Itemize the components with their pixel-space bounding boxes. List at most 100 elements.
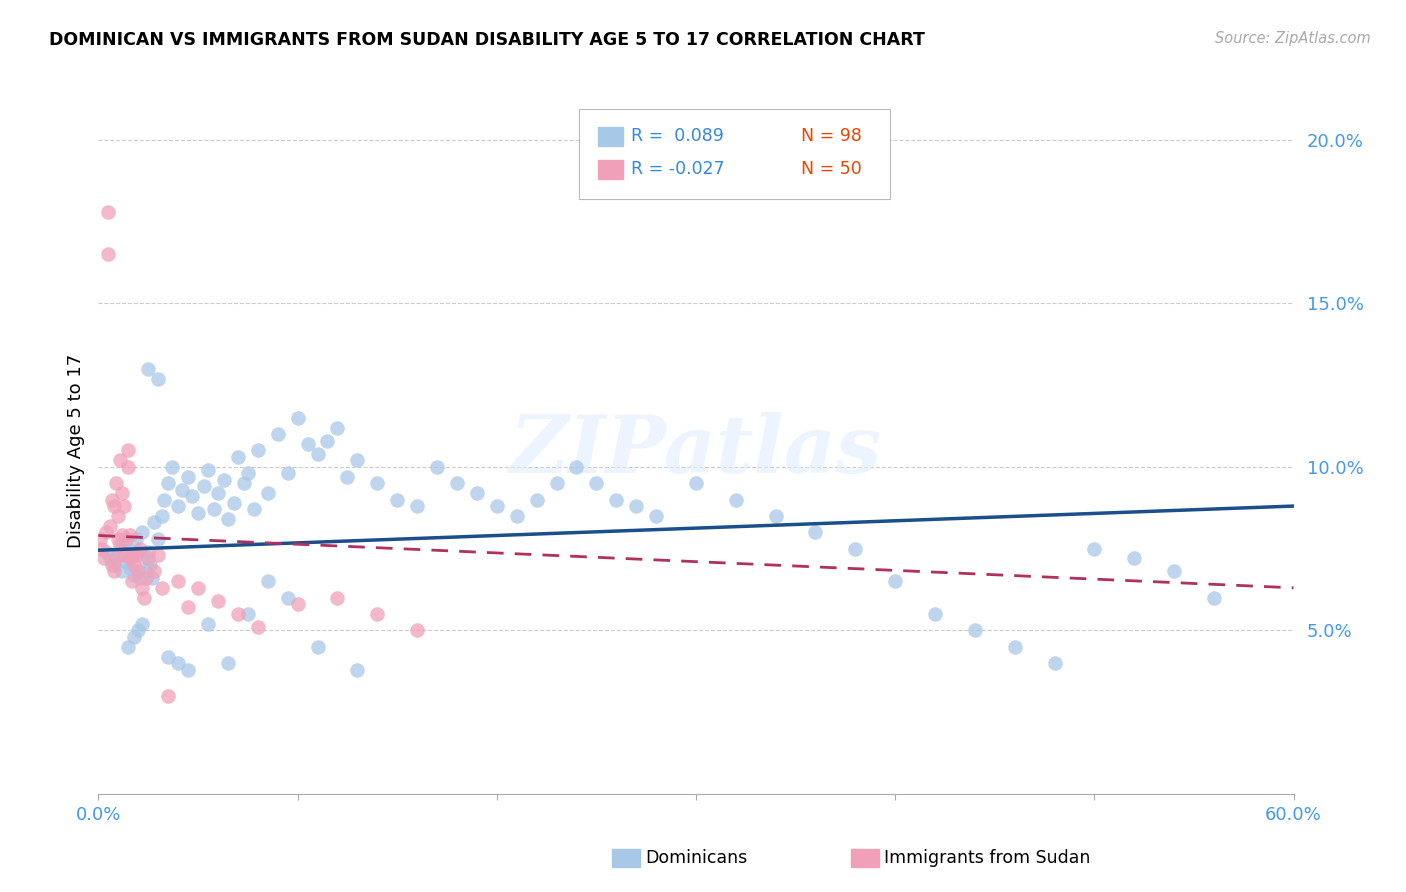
Point	[121, 574, 143, 589]
Point	[121, 548, 143, 562]
Point	[124, 567, 146, 582]
Point	[143, 516, 166, 530]
Point	[1043, 656, 1066, 670]
Point	[131, 616, 153, 631]
Point	[526, 492, 548, 507]
Point	[148, 532, 170, 546]
Point	[135, 565, 157, 579]
Point	[236, 467, 259, 481]
Point	[96, 545, 118, 559]
Point	[406, 499, 429, 513]
Point	[129, 571, 152, 585]
Point	[103, 558, 125, 572]
Point	[565, 459, 588, 474]
Text: N = 50: N = 50	[801, 161, 862, 178]
Point	[197, 616, 219, 631]
Point	[127, 545, 149, 559]
Point	[153, 492, 176, 507]
Point	[167, 656, 190, 670]
Point	[336, 469, 359, 483]
Point	[346, 453, 368, 467]
Point	[125, 548, 148, 562]
Point	[134, 551, 156, 566]
Point	[884, 574, 907, 589]
Point	[101, 492, 124, 507]
Point	[98, 551, 122, 566]
Point	[307, 447, 329, 461]
Point	[136, 545, 159, 559]
Point	[446, 476, 468, 491]
Text: Source: ZipAtlas.com: Source: ZipAtlas.com	[1215, 31, 1371, 46]
Point	[724, 492, 747, 507]
Point	[120, 551, 142, 566]
Point	[111, 486, 134, 500]
Point	[217, 656, 239, 670]
Y-axis label: Disability Age 5 to 17: Disability Age 5 to 17	[66, 353, 84, 548]
Point	[172, 483, 194, 497]
Point	[212, 473, 235, 487]
Text: Dominicans: Dominicans	[645, 849, 748, 867]
Point	[117, 459, 139, 474]
Point	[101, 558, 124, 572]
Point	[256, 486, 278, 500]
Point	[187, 581, 209, 595]
Text: R = -0.027: R = -0.027	[631, 161, 725, 178]
Point	[97, 247, 120, 261]
Point	[96, 525, 118, 540]
Point	[121, 548, 143, 562]
Point	[1163, 565, 1185, 579]
Point	[804, 525, 827, 540]
Point	[107, 532, 129, 546]
Point	[406, 624, 429, 638]
Point	[134, 591, 156, 605]
Point	[546, 476, 568, 491]
Point	[105, 476, 128, 491]
Point	[117, 640, 139, 654]
Point	[135, 571, 157, 585]
Point	[131, 581, 153, 595]
Point	[1083, 541, 1105, 556]
Point	[110, 453, 132, 467]
Text: N = 98: N = 98	[801, 128, 862, 145]
Point	[167, 499, 190, 513]
Point	[129, 541, 152, 556]
Text: DOMINICAN VS IMMIGRANTS FROM SUDAN DISABILITY AGE 5 TO 17 CORRELATION CHART: DOMINICAN VS IMMIGRANTS FROM SUDAN DISAB…	[49, 31, 925, 49]
Point	[117, 541, 139, 556]
Point	[150, 508, 173, 523]
Text: ZIPatlas: ZIPatlas	[510, 412, 882, 489]
Point	[167, 574, 190, 589]
Point	[103, 499, 125, 513]
Point	[150, 581, 173, 595]
Point	[1004, 640, 1026, 654]
Point	[136, 551, 159, 566]
Point	[297, 437, 319, 451]
Point	[93, 551, 115, 566]
Point	[148, 371, 170, 385]
Point	[97, 204, 120, 219]
Point	[465, 486, 488, 500]
Point	[226, 607, 249, 621]
Point	[346, 663, 368, 677]
Text: Immigrants from Sudan: Immigrants from Sudan	[884, 849, 1091, 867]
Text: R =  0.089: R = 0.089	[631, 128, 724, 145]
Point	[115, 555, 138, 569]
Point	[103, 565, 125, 579]
Point	[115, 532, 138, 546]
Point	[160, 459, 183, 474]
Point	[112, 499, 135, 513]
Point	[157, 476, 180, 491]
Point	[246, 620, 269, 634]
Point	[1123, 551, 1146, 566]
Point	[177, 663, 200, 677]
Point	[187, 506, 209, 520]
Point	[963, 624, 986, 638]
Point	[136, 361, 159, 376]
Point	[117, 443, 139, 458]
Point	[124, 558, 146, 572]
Point	[110, 538, 132, 552]
Point	[107, 508, 129, 523]
Point	[120, 528, 142, 542]
Point	[157, 689, 180, 703]
Point	[143, 565, 166, 579]
Point	[125, 532, 148, 546]
